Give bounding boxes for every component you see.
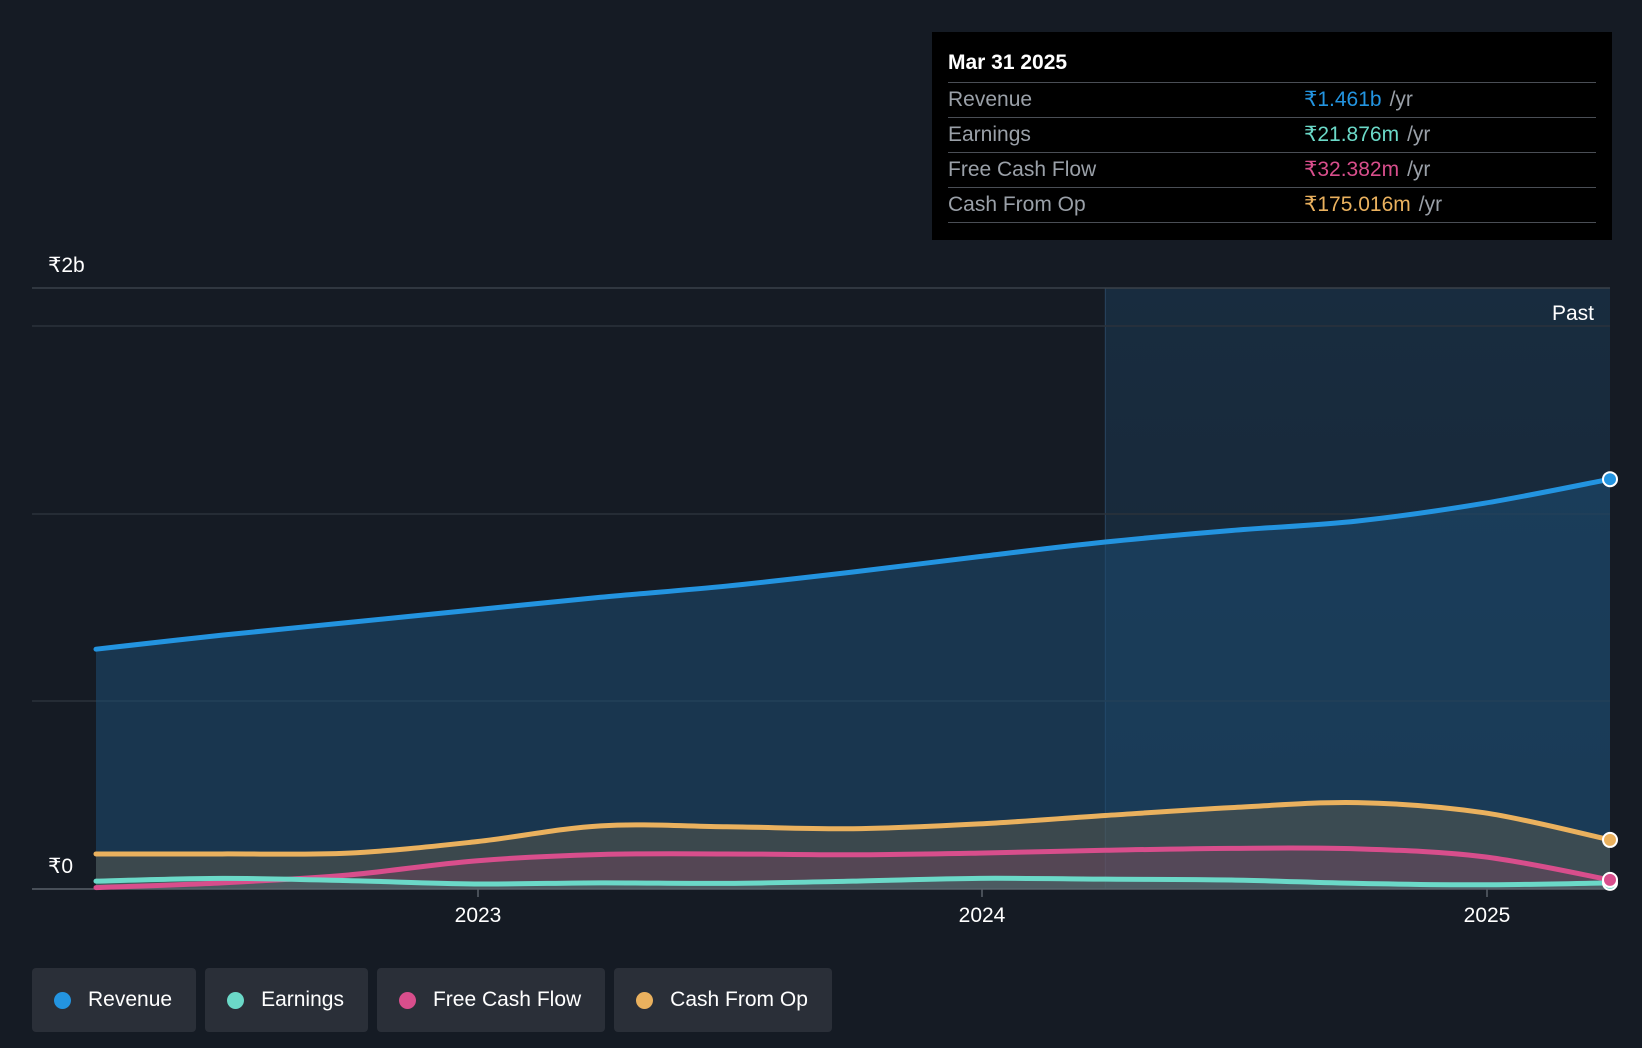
tooltip-row-earnings: Earnings ₹21.876m /yr	[948, 117, 1596, 152]
endpoint-free-cash-flow	[1602, 871, 1618, 888]
tooltip-row-revenue: Revenue ₹1.461b /yr	[948, 82, 1596, 117]
legend-item-revenue[interactable]: Revenue	[32, 968, 197, 1032]
legend-dot-icon	[636, 991, 654, 1009]
chart-legend: Revenue Earnings Free Cash Flow Cash Fro…	[32, 968, 832, 1032]
tooltip-unit: /yr	[1418, 193, 1443, 216]
tooltip-row-free-cash-flow: Free Cash Flow ₹32.382m /yr	[948, 152, 1596, 187]
legend-item-earnings[interactable]: Earnings	[205, 968, 368, 1032]
tooltip-label: Free Cash Flow	[948, 158, 1097, 181]
tooltip-value: ₹32.382m	[1304, 158, 1400, 181]
tooltip-label: Cash From Op	[948, 193, 1086, 216]
past-label: Past	[1552, 302, 1594, 325]
area-cash-from-op	[96, 802, 1610, 889]
x-tick-label: 2023	[455, 904, 502, 927]
y-tick-label: ₹2b	[48, 254, 85, 277]
line-earnings	[93, 875, 1613, 888]
endpoint-cash-from-op	[1602, 831, 1618, 848]
chart-tooltip: Mar 31 2025 Revenue ₹1.461b /yr Earnings…	[932, 32, 1612, 240]
tooltip-value: ₹175.016m	[1304, 193, 1411, 216]
tooltip-row-cash-from-op: Cash From Op ₹175.016m /yr	[948, 187, 1596, 223]
tooltip-unit: /yr	[1389, 88, 1413, 111]
legend-label: Cash From Op	[670, 988, 808, 1011]
legend-dot-icon	[54, 991, 71, 1009]
legend-label: Free Cash Flow	[432, 988, 582, 1011]
line-cash-from-op	[93, 799, 1613, 857]
tooltip-value: ₹21.876m	[1304, 123, 1400, 146]
line-free-cash-flow	[93, 845, 1613, 891]
area-revenue	[96, 479, 1610, 889]
legend-item-cash-from-op[interactable]: Cash From Op	[614, 968, 832, 1032]
x-tick-label: 2024	[959, 904, 1006, 927]
legend-dot-icon	[227, 991, 245, 1009]
line-revenue	[93, 476, 1613, 652]
tooltip-unit: /yr	[1407, 158, 1431, 181]
x-tick-label: 2025	[1464, 904, 1511, 927]
legend-item-free-cash-flow[interactable]: Free Cash Flow	[376, 968, 606, 1032]
endpoint-revenue	[1602, 471, 1618, 488]
tooltip-date: Mar 31 2025	[948, 51, 1068, 74]
tooltip-value: ₹1.461b	[1304, 88, 1382, 111]
legend-dot-icon	[398, 991, 416, 1009]
legend-label: Revenue	[88, 988, 173, 1011]
tooltip-unit: /yr	[1407, 123, 1431, 146]
legend-label: Earnings	[261, 988, 344, 1011]
tooltip-label: Revenue	[948, 88, 1033, 111]
y-tick-label: ₹0	[48, 855, 73, 878]
tooltip-label: Earnings	[948, 123, 1031, 146]
